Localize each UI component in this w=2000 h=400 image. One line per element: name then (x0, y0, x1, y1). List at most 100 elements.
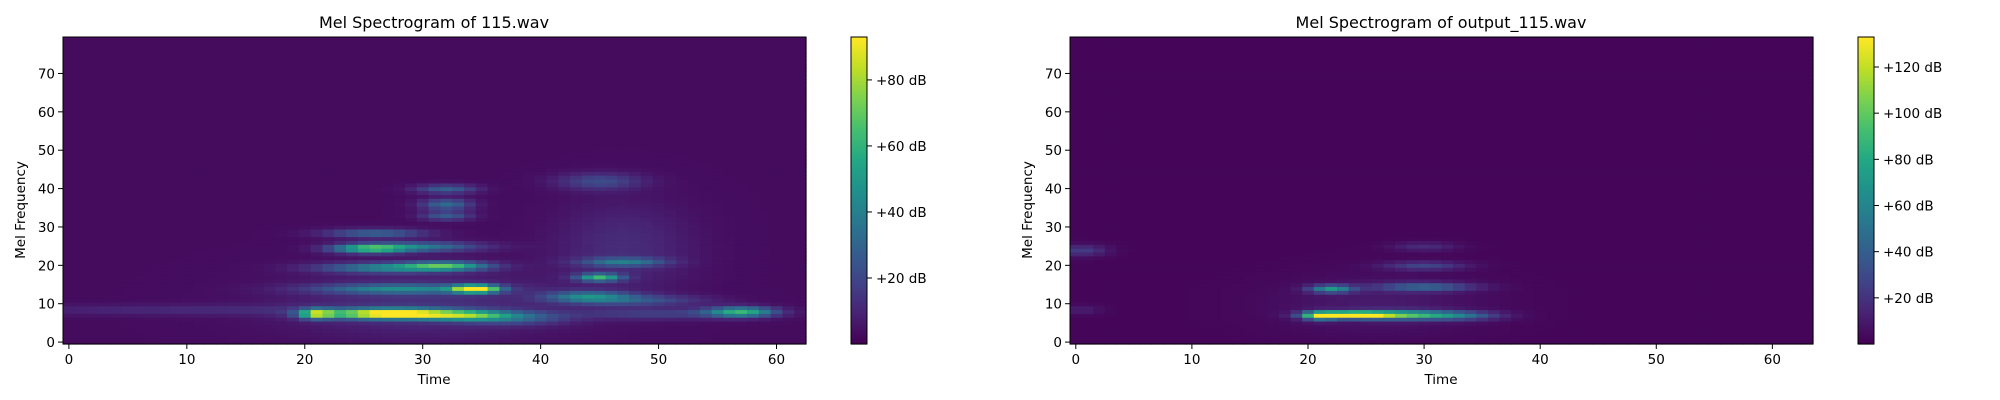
heatmap-cell (617, 309, 630, 314)
heatmap-cell (416, 75, 430, 80)
heatmap-cell (747, 340, 760, 345)
heatmap-cell (133, 244, 147, 249)
heatmap-cell (782, 217, 795, 222)
heatmap-cell (463, 213, 477, 218)
heatmap-cell (475, 336, 489, 341)
heatmap-cell (110, 305, 123, 311)
heatmap-cell (180, 117, 194, 123)
heatmap-cell (357, 290, 371, 295)
heatmap-cell (664, 113, 677, 119)
heatmap-cell (381, 236, 394, 241)
heatmap-cell (640, 171, 654, 176)
heatmap-cell (169, 52, 182, 57)
heatmap-cell (405, 332, 418, 337)
heatmap-cell (499, 240, 512, 245)
heatmap-cell (499, 94, 512, 99)
heatmap-cell (534, 125, 548, 130)
heatmap-cell (298, 86, 312, 92)
heatmap-cell (617, 90, 630, 96)
heatmap-cell (192, 98, 206, 103)
heatmap-cell (747, 102, 760, 107)
heatmap-cell (180, 198, 194, 203)
heatmap-cell (393, 98, 406, 103)
heatmap-cell (310, 63, 324, 69)
heatmap-cell (369, 144, 383, 149)
heatmap-cell (522, 209, 536, 215)
heatmap-cell (216, 52, 229, 57)
heatmap-cell (86, 290, 99, 295)
heatmap-cell (180, 324, 194, 330)
heatmap-cell (228, 290, 241, 295)
heatmap-cell (405, 240, 418, 245)
heatmap-cell (452, 163, 465, 169)
heatmap-cell (145, 129, 158, 134)
heatmap-cell (664, 186, 677, 192)
heatmap-cell (169, 263, 182, 268)
heatmap-cell (617, 213, 630, 218)
heatmap-cell (463, 332, 477, 337)
heatmap-cell (180, 79, 194, 84)
heatmap-cell (428, 98, 441, 103)
heatmap-cell (180, 163, 194, 169)
heatmap-cell (157, 305, 170, 311)
heatmap-cell (263, 75, 276, 80)
heatmap-cell (794, 244, 807, 249)
heatmap-cell (381, 309, 394, 314)
heatmap-cell (605, 255, 618, 261)
heatmap-cell (74, 190, 88, 195)
heatmap-cell (157, 171, 170, 176)
heatmap-cell (428, 60, 441, 65)
heatmap-cell (593, 94, 607, 99)
heatmap-cell (346, 240, 359, 245)
heatmap-cell (723, 263, 736, 268)
heatmap-cell (723, 148, 736, 153)
heatmap-cell (640, 40, 654, 46)
heatmap-cell (711, 63, 725, 69)
heatmap-cell (534, 340, 548, 345)
heatmap-cell (180, 202, 194, 207)
heatmap-cell (275, 163, 288, 169)
heatmap-cell (676, 248, 689, 253)
heatmap-cell (511, 278, 524, 284)
heatmap-cell (405, 63, 418, 69)
heatmap-cell (452, 175, 465, 180)
heatmap-cell (487, 205, 500, 211)
heatmap-cell (405, 56, 418, 61)
heatmap-cell (263, 336, 276, 341)
heatmap-cell (216, 313, 229, 318)
heatmap-cell (440, 328, 453, 334)
heatmap-cell (475, 163, 489, 169)
heatmap-cell (357, 278, 371, 284)
heatmap-cell (133, 94, 147, 99)
heatmap-cell (180, 155, 194, 161)
heatmap-cell (676, 129, 689, 134)
heatmap-cell (570, 63, 583, 69)
heatmap-cell (652, 182, 666, 188)
heatmap-cell (145, 117, 158, 123)
heatmap-cell (157, 328, 170, 334)
heatmap-cell (74, 159, 88, 165)
heatmap-cell (157, 182, 170, 188)
heatmap-cell (74, 167, 88, 172)
heatmap-cell (357, 228, 371, 234)
heatmap-cell (405, 178, 418, 184)
heatmap-cell (251, 171, 265, 176)
heatmap-cell (511, 140, 524, 146)
heatmap-cell (440, 136, 453, 142)
heatmap-cell (416, 94, 430, 99)
heatmap-cell (121, 209, 135, 215)
heatmap-cell (405, 294, 418, 299)
heatmap-cell (440, 94, 453, 99)
heatmap-cell (275, 236, 288, 241)
heatmap-cell (428, 213, 441, 218)
heatmap-cell (522, 263, 536, 268)
heatmap-cell (558, 98, 571, 103)
heatmap-cell (169, 251, 182, 257)
heatmap-cell (487, 129, 500, 134)
heatmap-cell (121, 198, 135, 203)
heatmap-cell (570, 148, 583, 153)
heatmap-cell (287, 79, 300, 84)
heatmap-cell (381, 171, 394, 176)
heatmap-cell (475, 117, 489, 123)
heatmap-cell (546, 320, 559, 326)
